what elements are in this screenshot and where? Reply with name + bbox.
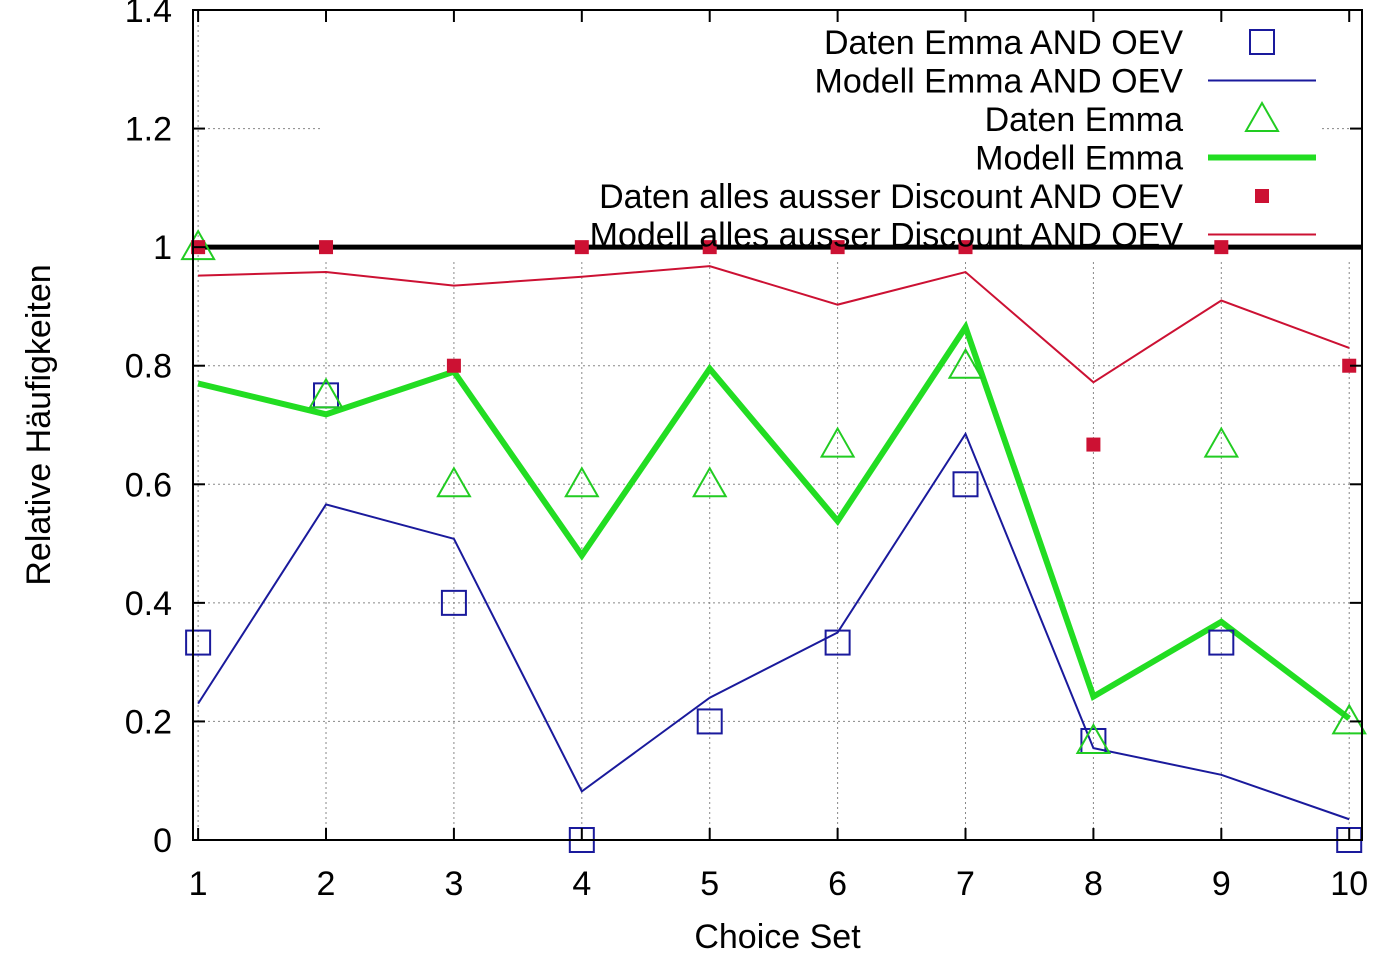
data-point [947, 347, 984, 379]
series-2 [180, 229, 1367, 754]
series-4 [191, 240, 1357, 452]
series-line [197, 320, 1352, 721]
legend-entry: Daten Emma AND OEV [824, 24, 1275, 62]
legend-entry: Daten alles ausser Discount AND OEV [599, 178, 1269, 216]
tick-labels: 1 2 3 4 5 6 7 8 9 10 0 0.2 0.4 0.6 0.8 1 1.2 1.4 [125, 0, 1368, 903]
legend-label: Modell Emma [975, 140, 1183, 178]
legend-swatch [1255, 189, 1269, 203]
data-point [185, 629, 212, 656]
legend-entry: Modell alles ausser Discount AND OEV [590, 217, 1316, 255]
data-point [696, 708, 723, 735]
legend-entry: Daten Emma [985, 100, 1280, 139]
x-tick-label: 8 [1084, 865, 1103, 903]
plot-frame [192, 9, 1363, 841]
legend-entry: Modell Emma [975, 140, 1316, 178]
data-point [308, 377, 344, 409]
legend-label: Daten Emma [985, 101, 1183, 139]
legend-label: Modell Emma AND OEV [815, 63, 1184, 101]
data-point [564, 466, 600, 498]
x-tick-label: 7 [956, 865, 975, 903]
legend-entry: Modell Emma AND OEV [815, 63, 1316, 101]
data-point [830, 240, 845, 255]
data-point [1214, 240, 1229, 255]
legend-label: Daten Emma AND OEV [824, 24, 1183, 62]
y-tick-label: 1.2 [125, 111, 172, 149]
y-tick-label: 0 [153, 822, 172, 860]
tick-marks [193, 9, 1362, 841]
x-tick-label: 2 [317, 865, 336, 903]
data-point [819, 426, 856, 458]
data-point [440, 589, 467, 616]
data-point [1203, 426, 1240, 458]
y-tick-label: 0.4 [125, 585, 172, 623]
data-point [691, 466, 728, 498]
y-tick-label: 1 [153, 229, 172, 267]
series-line [198, 265, 1350, 384]
data-point [436, 466, 472, 498]
legend-label: Daten alles ausser Discount AND OEV [599, 178, 1183, 216]
data-point [446, 358, 461, 373]
x-tick-label: 5 [700, 865, 719, 903]
x-tick-label: 10 [1330, 865, 1368, 903]
x-tick-label: 1 [189, 865, 208, 903]
legend-swatch [1249, 29, 1275, 55]
data-point [180, 229, 216, 261]
y-tick-label: 1.4 [125, 0, 172, 30]
x-tick-label: 6 [828, 865, 847, 903]
data-point [702, 240, 717, 255]
series-layer [180, 229, 1367, 853]
data-point [824, 629, 851, 656]
data-point [574, 240, 589, 255]
x-tick-label: 9 [1212, 865, 1231, 903]
x-tick-label: 4 [572, 865, 591, 903]
data-point [1331, 703, 1367, 735]
series-line [197, 431, 1350, 821]
series-1 [197, 431, 1350, 821]
y-tick-label: 0.6 [125, 466, 172, 504]
series-3 [197, 320, 1352, 721]
x-tick-label: 3 [444, 865, 463, 903]
legend-swatch [1244, 100, 1280, 132]
x-axis-title: Choice Set [694, 918, 861, 956]
series-0 [185, 382, 1363, 853]
legend-label: Modell alles ausser Discount AND OEV [590, 217, 1184, 255]
data-point [1342, 358, 1357, 373]
data-point [1075, 722, 1112, 754]
data-point [952, 471, 979, 498]
series-5 [198, 265, 1350, 384]
data-point [958, 240, 973, 255]
grid [193, 9, 1362, 841]
y-axis-title: Relative Häufigkeiten [20, 264, 58, 585]
data-point [1208, 629, 1235, 656]
y-tick-label: 0.2 [125, 703, 172, 741]
y-tick-label: 0.8 [125, 348, 172, 386]
data-point [1086, 437, 1101, 452]
data-point [319, 240, 334, 255]
